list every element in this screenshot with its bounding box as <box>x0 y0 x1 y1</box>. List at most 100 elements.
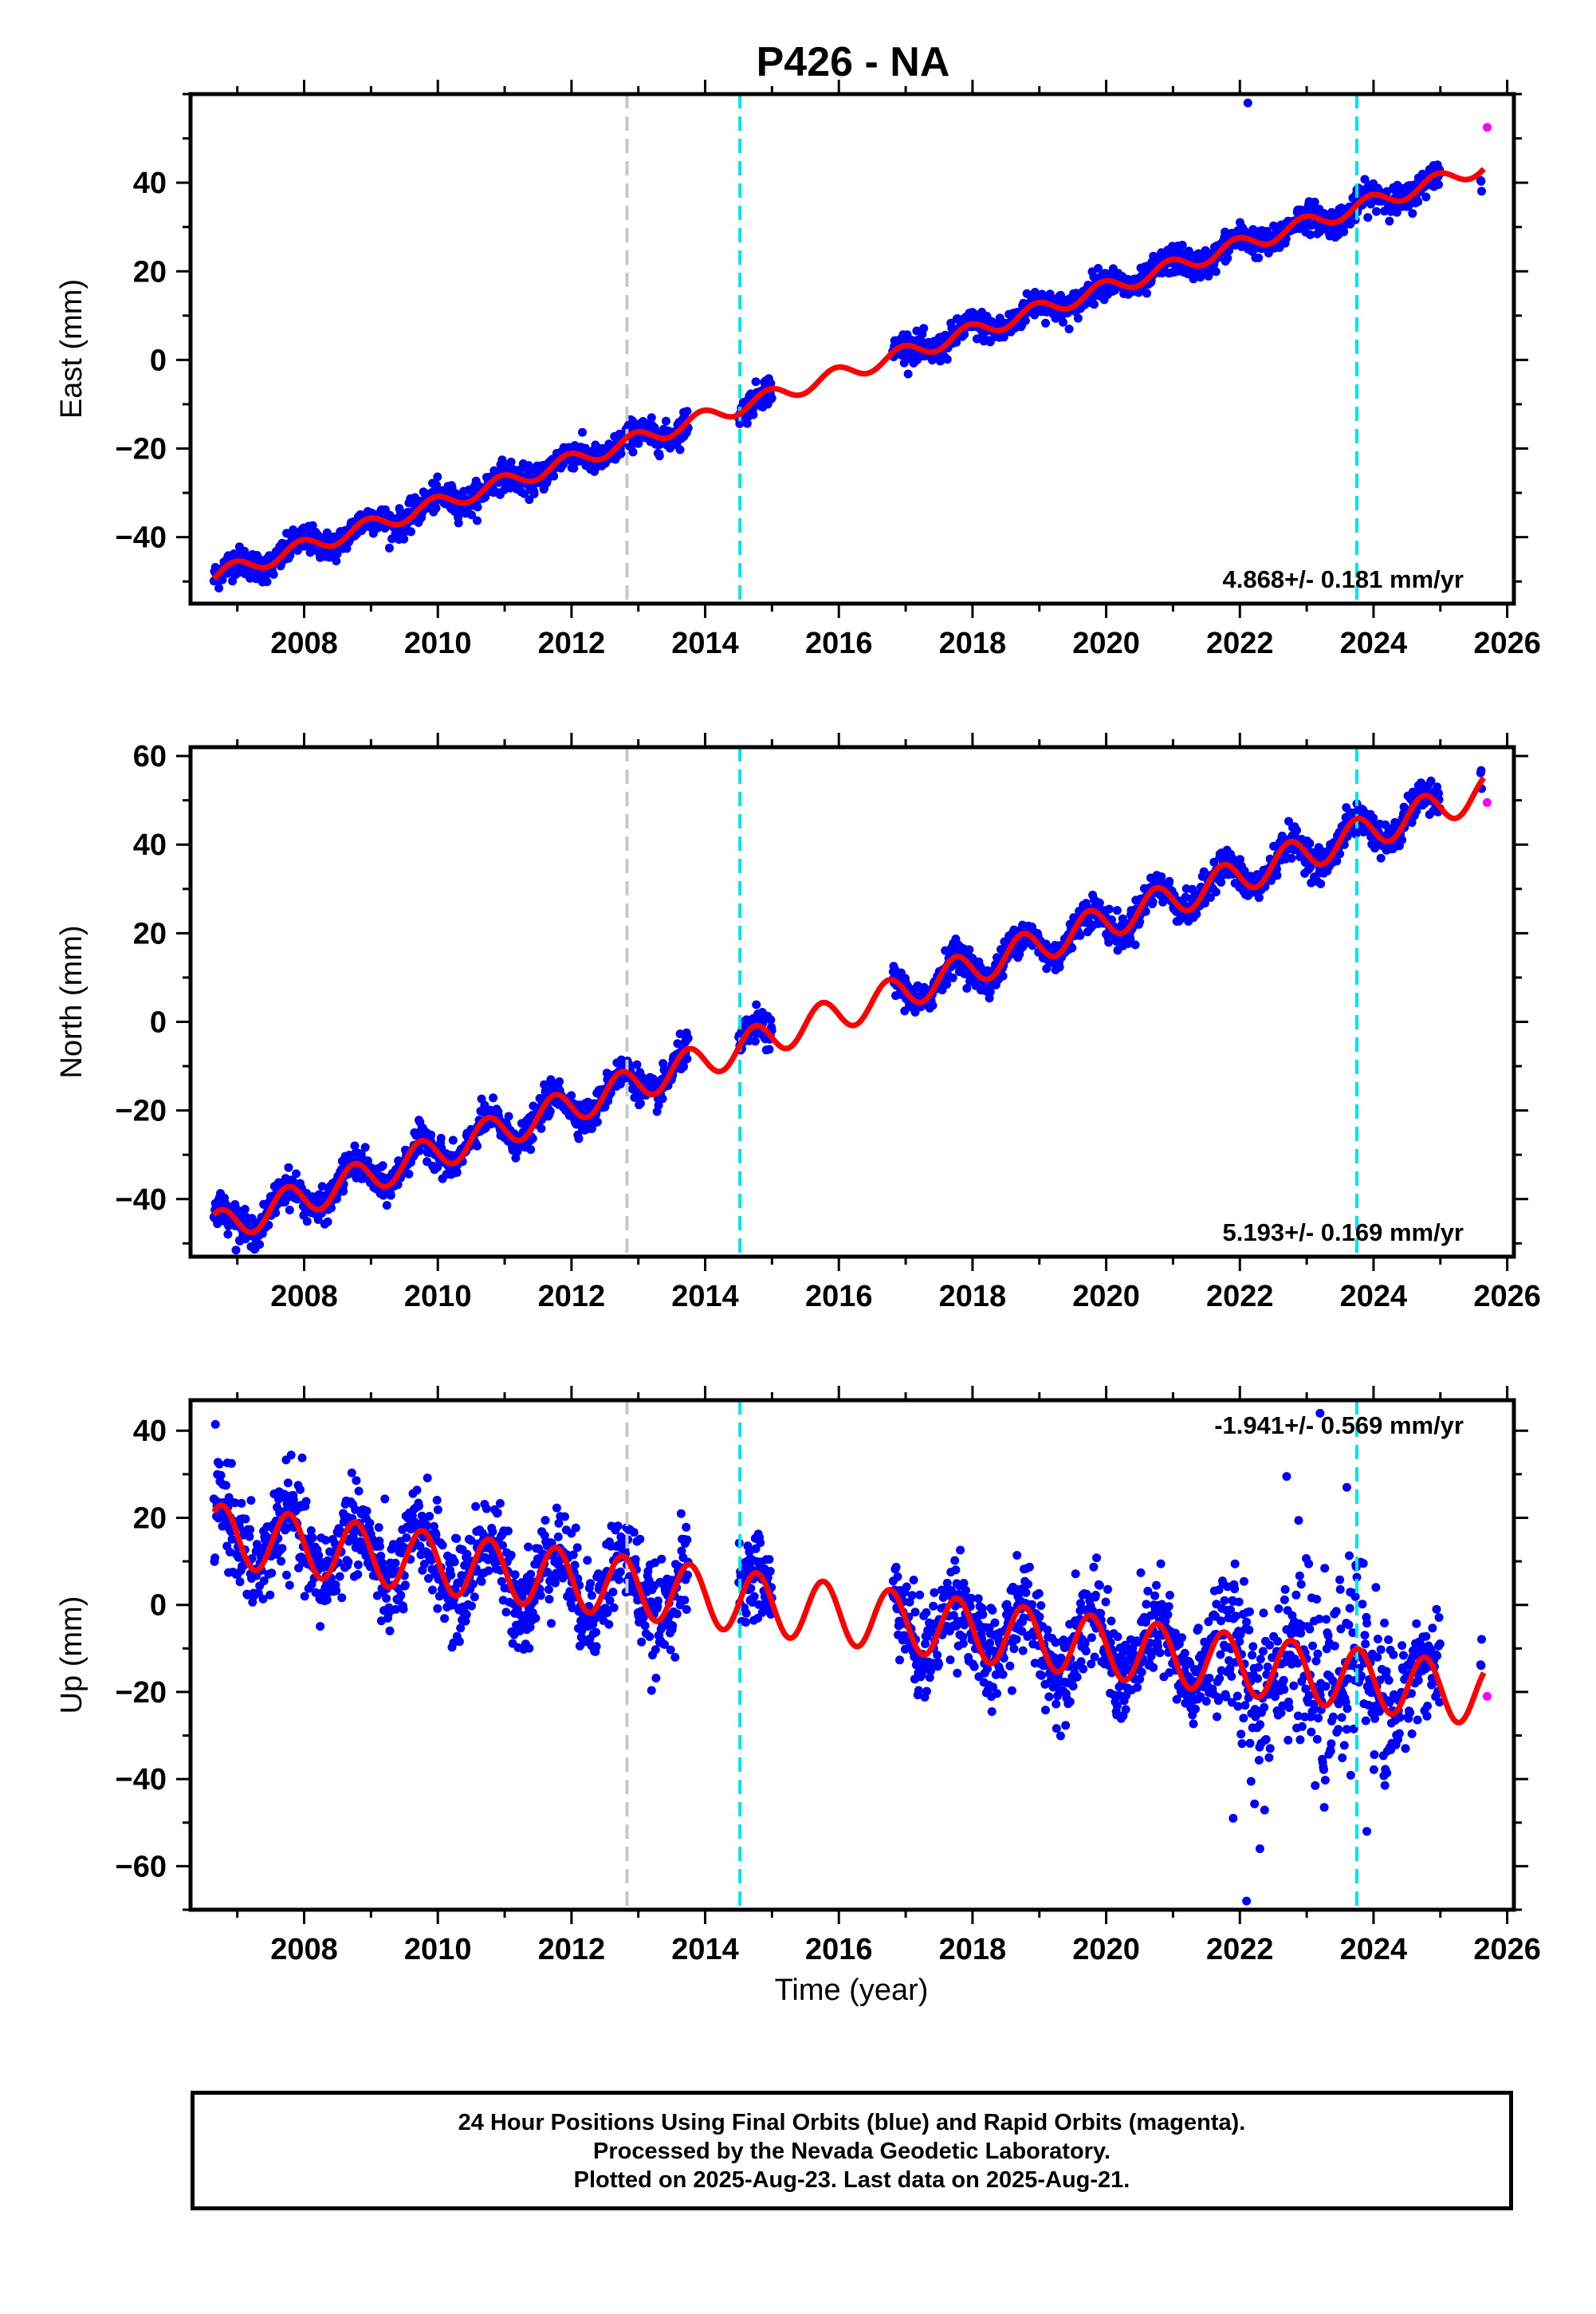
y-tick-label: 40 <box>133 167 167 200</box>
data-point <box>525 495 534 505</box>
data-point <box>520 489 529 498</box>
data-point <box>226 1458 236 1468</box>
x-tick-label: 2010 <box>404 1280 472 1313</box>
data-point <box>438 1541 447 1550</box>
data-point <box>337 1593 347 1603</box>
data-point <box>297 1453 307 1462</box>
data-point <box>495 1498 505 1508</box>
data-point <box>501 1608 511 1617</box>
data-point <box>241 1514 250 1524</box>
velocity-rate-label: 4.868+/- 0.181 mm/yr <box>1223 565 1464 593</box>
data-point <box>1434 180 1443 189</box>
data-point <box>1112 906 1122 915</box>
data-point <box>344 1557 353 1567</box>
data-point <box>399 534 409 544</box>
data-point <box>1177 240 1187 250</box>
data-point <box>284 1163 293 1172</box>
y-tick-label: 40 <box>133 828 167 862</box>
data-point <box>323 1217 332 1226</box>
data-point <box>407 527 415 537</box>
data-point <box>592 1117 602 1127</box>
data-point <box>751 377 761 387</box>
data-point <box>928 1001 938 1010</box>
y-axis-label: East (mm) <box>55 279 88 419</box>
data-point <box>425 1512 434 1521</box>
data-point <box>1413 197 1423 207</box>
data-point <box>1376 853 1386 863</box>
data-point <box>301 1497 311 1506</box>
data-point <box>1306 230 1315 239</box>
data-point <box>452 1167 462 1177</box>
data-point <box>1404 202 1413 211</box>
chart-title: P426 - NA <box>757 39 950 85</box>
data-point <box>332 557 341 565</box>
data-point <box>635 1099 645 1108</box>
data-point <box>246 1525 255 1534</box>
data-point <box>262 577 272 587</box>
x-tick-label: 2008 <box>270 627 338 660</box>
panel-north: 2008 2010 2012 2014 2016 2018 2020 2022 2024 2026… <box>55 733 1541 1313</box>
data-point <box>1316 879 1326 888</box>
data-point <box>1211 887 1221 897</box>
data-point <box>765 1045 774 1054</box>
data-point <box>683 1033 693 1043</box>
data-point <box>549 471 559 481</box>
data-point <box>965 945 974 954</box>
data-point <box>365 1518 375 1528</box>
rapid-orbit-point <box>1482 797 1492 807</box>
data-point <box>1211 267 1221 277</box>
data-point <box>473 1141 482 1151</box>
model-curve <box>211 167 1486 581</box>
data-point <box>354 1486 364 1496</box>
x-tick-label: 2026 <box>1473 627 1541 660</box>
x-tick-label: 2018 <box>939 627 1007 660</box>
data-point <box>246 1496 256 1505</box>
data-point <box>433 1604 442 1613</box>
data-point <box>423 1474 432 1482</box>
x-tick-label: 2022 <box>1206 1280 1274 1313</box>
data-point <box>462 1610 471 1619</box>
data-point <box>470 1592 479 1602</box>
data-point <box>214 584 224 592</box>
data-point <box>1385 216 1394 226</box>
data-point <box>282 1570 291 1580</box>
data-point <box>1055 962 1064 972</box>
data-point <box>504 1112 513 1121</box>
data-point <box>1408 209 1417 218</box>
data-point <box>1272 871 1282 880</box>
data-point <box>742 419 752 428</box>
data-point <box>903 369 913 379</box>
data-point <box>942 980 952 989</box>
data-point <box>545 1107 555 1116</box>
rapid-orbit-point <box>1482 123 1492 132</box>
data-point <box>382 1201 391 1210</box>
data-point <box>308 1533 317 1543</box>
data-point <box>221 1481 230 1490</box>
data-point <box>471 1501 481 1511</box>
plot-frame <box>188 92 1516 606</box>
data-point <box>1382 187 1392 196</box>
x-tick-label: 2024 <box>1340 1280 1408 1313</box>
outlier-point <box>1243 98 1252 108</box>
data-point <box>285 1206 294 1214</box>
data-point <box>1292 825 1301 835</box>
data-point <box>216 1470 226 1480</box>
data-point <box>446 1570 456 1580</box>
data-point <box>353 1570 363 1579</box>
x-tick-label: 2026 <box>1473 1280 1541 1313</box>
data-point <box>628 447 638 457</box>
data-point <box>632 1060 642 1069</box>
data-point <box>1287 853 1296 863</box>
y-tick-label: 0 <box>150 1006 167 1040</box>
data-point <box>412 1486 422 1495</box>
data-point <box>1363 213 1373 222</box>
x-tick-label: 2014 <box>671 1280 739 1313</box>
data-point <box>235 1577 245 1587</box>
data-point <box>362 1506 371 1516</box>
y-tick-label: −20 <box>116 1095 167 1128</box>
data-point <box>574 1134 584 1143</box>
data-point <box>467 1601 476 1611</box>
y-tick-label: −20 <box>116 433 167 466</box>
data-point <box>942 355 952 364</box>
x-tick-label: 2020 <box>1072 627 1140 660</box>
